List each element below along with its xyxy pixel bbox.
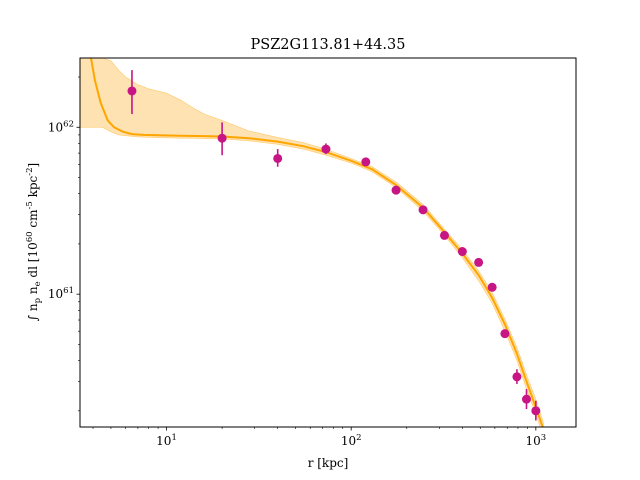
data-point — [474, 257, 484, 267]
y-tick-label: 1062 — [48, 119, 74, 134]
y-tick-label: 1061 — [48, 286, 74, 301]
data-point — [321, 144, 331, 154]
model-line — [90, 58, 544, 427]
data-point — [531, 406, 541, 416]
data-point — [487, 282, 497, 292]
y-axis-label: ∫ np ne dl [1060 cm-5 kpc-2] — [25, 163, 43, 321]
data-point — [127, 86, 137, 96]
data-point — [273, 153, 283, 163]
confidence-band — [80, 58, 544, 427]
data-point — [217, 133, 227, 143]
data-point — [457, 247, 467, 257]
x-tick-label: 102 — [341, 433, 362, 448]
x-tick-label: 103 — [525, 433, 546, 448]
data-point — [521, 394, 531, 404]
data-point — [500, 329, 510, 339]
plot-frame — [79, 57, 577, 428]
data-point — [512, 372, 522, 382]
data-point — [361, 157, 371, 167]
data-point — [439, 230, 449, 240]
data-point — [391, 185, 401, 195]
x-tick-label: 101 — [156, 433, 177, 448]
data-point — [418, 205, 428, 215]
chart-title: PSZ2G113.81+44.35 — [251, 37, 406, 53]
x-axis-label: r [kpc] — [308, 456, 349, 470]
